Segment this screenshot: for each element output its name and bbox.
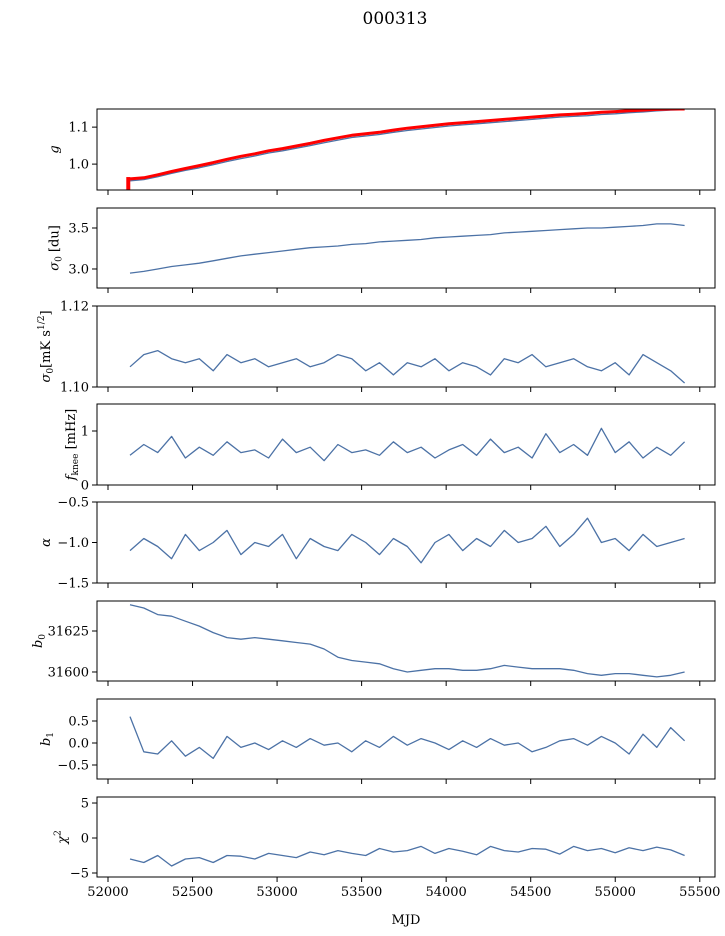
y-tick-label: 0 <box>81 832 89 847</box>
y-axis-label: g <box>47 145 62 153</box>
series-line-chi2 <box>129 845 685 867</box>
series-group <box>129 427 686 462</box>
series-line-fknee <box>129 427 686 462</box>
ylabel-base: g <box>47 145 62 153</box>
y-tick-label: 5 <box>81 797 89 812</box>
x-axis-label: MJD <box>392 913 421 928</box>
y-axis-label: χ2 <box>54 830 71 845</box>
y-tick-label: −0.5 <box>57 759 89 774</box>
series-group <box>129 349 686 384</box>
ylabel-base: σ <box>47 261 62 271</box>
y-tick-label: 1.10 <box>60 381 89 396</box>
y-tick-label: −5 <box>70 867 89 882</box>
ylabel-suffix: [mHz] <box>64 409 79 454</box>
ylabel-base: χ <box>56 835 71 845</box>
y-axis-label: b0 <box>31 634 48 648</box>
y-axis-label: σ0[mK s1/2] <box>37 310 56 382</box>
axes-frame <box>96 796 716 878</box>
y-tick-label: 1.1 <box>68 121 89 136</box>
panel-chi2: 52000 52500 53000 53500 54000 54500 55000 55500… <box>54 796 720 900</box>
ylabel-base: σ <box>39 373 54 383</box>
chart-title: 000313 <box>363 9 428 29</box>
ylabel-subscript: 0 <box>46 368 56 374</box>
ylabel-superscript: 1/2 <box>37 316 47 330</box>
y-tick-label: −0.5 <box>57 496 89 511</box>
y-tick-label: 0.0 <box>68 737 89 752</box>
ylabel-base: f <box>64 473 79 481</box>
series-group <box>129 845 685 867</box>
series-line-sigma0_mK <box>129 349 686 384</box>
axes-frame <box>96 600 716 682</box>
y-tick-label: 1 <box>81 425 89 440</box>
y-tick-label: 1.0 <box>68 158 89 173</box>
axes-frame <box>96 207 716 289</box>
ylabel-suffix: [du] <box>47 225 62 256</box>
x-tick-label: 53000 <box>256 885 297 900</box>
series-group <box>129 716 686 760</box>
ylabel-end: ] <box>39 310 54 315</box>
x-tick-label: 54000 <box>425 885 466 900</box>
series-line-alpha <box>129 517 685 564</box>
y-tick-label: 1.12 <box>60 300 89 315</box>
y-axis-label: σ0 [du] <box>47 225 64 271</box>
series-group <box>129 223 685 274</box>
ylabel-base: α <box>39 538 54 547</box>
y-tick-label: 0 <box>81 479 89 494</box>
y-tick-label: −1.0 <box>57 536 89 551</box>
y-tick-label: 3.0 <box>68 262 89 277</box>
panel-gain: 1.0 1.1 g <box>47 108 716 195</box>
axes-frame <box>96 305 716 388</box>
series-line-b0 <box>129 604 685 678</box>
ylabel-base: b <box>39 738 54 746</box>
y-axis-label: fknee [mHz] <box>64 409 81 482</box>
x-tick-label: 52000 <box>87 885 128 900</box>
ylabel-subscript: 1 <box>46 732 56 738</box>
series-group <box>129 604 685 678</box>
ylabel-superscript: 2 <box>54 830 64 836</box>
panel-sigma0-mk: 1.10 1.12 σ0[mK s1/2] <box>37 300 716 396</box>
y-tick-label: 0.5 <box>68 715 89 730</box>
ylabel-subscript: 0 <box>54 256 64 262</box>
series-line-b1 <box>129 716 686 760</box>
ylabel-subscript: knee <box>71 454 81 476</box>
series-line-g <box>129 109 685 182</box>
y-tick-label: 31600 <box>48 665 89 680</box>
ylabel-subscript: 0 <box>38 634 48 640</box>
panel-alpha: −1.5 −1.0 −0.5 α <box>39 496 716 592</box>
axes-frame <box>96 698 716 780</box>
panel-sigma0-du: 3.0 3.5 σ0 [du] <box>47 207 716 293</box>
y-tick-label: 31625 <box>48 625 89 640</box>
axes-frame <box>96 403 716 486</box>
series-line-g_fit <box>129 109 685 181</box>
x-tick-label: 54500 <box>510 885 551 900</box>
x-tick-label: 53500 <box>341 885 382 900</box>
y-axis-label: α <box>39 538 54 547</box>
axes-frame <box>96 108 716 191</box>
ylabel-suffix: [mK s <box>39 330 54 368</box>
series-group <box>126 109 685 190</box>
x-tick-label: 52500 <box>172 885 213 900</box>
y-axis-label: b1 <box>39 732 56 746</box>
y-tick-label: 3.5 <box>68 222 89 237</box>
series-line-sigma0_du <box>129 223 685 274</box>
axes-frame <box>96 501 716 584</box>
series-group <box>129 517 685 564</box>
x-tick-label: 55500 <box>679 885 720 900</box>
panel-b1: −0.5 0.0 0.5 b1 <box>39 698 716 784</box>
y-tick-label: −1.5 <box>57 577 89 592</box>
ylabel-base: b <box>31 640 46 648</box>
x-tick-label: 55000 <box>595 885 636 900</box>
